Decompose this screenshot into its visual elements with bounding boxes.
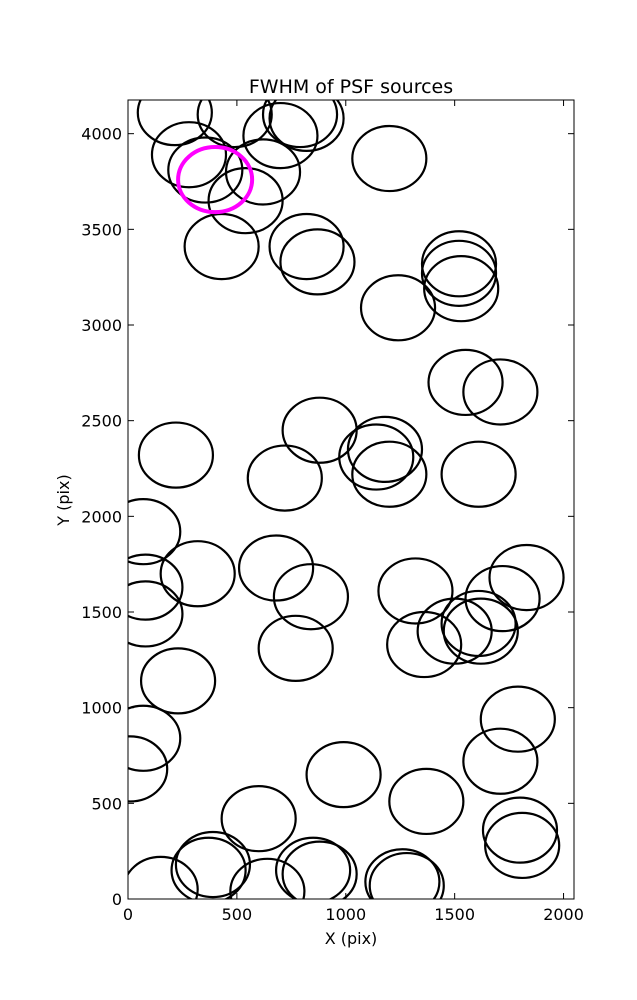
y-tick-label: 2000 bbox=[81, 507, 122, 526]
source-marker bbox=[281, 840, 358, 899]
chart-title: FWHM of PSF sources bbox=[249, 76, 453, 98]
source-marker bbox=[136, 100, 213, 147]
y-tick-label: 500 bbox=[91, 794, 122, 813]
source-marker bbox=[275, 836, 352, 899]
source-marker bbox=[268, 212, 345, 281]
source-marker bbox=[183, 212, 260, 281]
source-marker bbox=[305, 740, 382, 809]
source-marker bbox=[246, 444, 323, 512]
source-marker bbox=[139, 647, 217, 715]
source-marker bbox=[150, 121, 228, 189]
source-marker bbox=[464, 564, 541, 633]
source-marker bbox=[207, 167, 284, 235]
source-marker bbox=[272, 563, 350, 631]
source-marker bbox=[261, 100, 339, 149]
source-marker bbox=[170, 836, 247, 899]
x-tick-label: 2000 bbox=[543, 905, 584, 924]
y-tick-label: 0 bbox=[112, 890, 122, 909]
source-marker bbox=[196, 100, 273, 149]
source-marker bbox=[442, 597, 519, 665]
source-marker bbox=[229, 857, 306, 899]
source-marker bbox=[440, 440, 517, 508]
source-marker bbox=[167, 136, 244, 204]
source-marker bbox=[479, 685, 556, 753]
source-marker bbox=[338, 423, 415, 491]
source-marker bbox=[346, 415, 424, 483]
source-marker bbox=[351, 440, 428, 508]
y-tick-label: 1500 bbox=[81, 603, 122, 622]
source-marker bbox=[174, 830, 252, 899]
source-marker bbox=[359, 274, 437, 342]
highlighted-source-marker bbox=[176, 145, 255, 215]
marker-layer bbox=[128, 100, 565, 899]
source-marker bbox=[427, 348, 504, 417]
source-marker bbox=[364, 848, 441, 899]
source-marker bbox=[368, 851, 445, 899]
source-marker bbox=[420, 230, 498, 298]
tick-layer: 0 500 1000 1500 2000 0 500 1000 1500 2000 2500 3000… bbox=[81, 100, 584, 924]
x-tick-label: 1000 bbox=[325, 905, 366, 924]
y-tick-label: 3500 bbox=[81, 220, 122, 239]
x-tick-label: 1500 bbox=[434, 905, 475, 924]
source-marker bbox=[481, 796, 559, 864]
source-marker bbox=[220, 785, 297, 853]
source-marker bbox=[257, 614, 334, 682]
x-tick-label: 0 bbox=[123, 905, 133, 924]
source-marker bbox=[159, 540, 236, 608]
x-axis-label: X (pix) bbox=[325, 929, 378, 948]
source-marker bbox=[351, 124, 428, 193]
y-tick-label: 1000 bbox=[81, 699, 122, 718]
source-marker bbox=[268, 100, 345, 152]
y-axis-label: Y (pix) bbox=[54, 474, 73, 526]
source-marker bbox=[281, 396, 358, 464]
source-marker bbox=[128, 855, 199, 899]
source-marker bbox=[484, 811, 561, 880]
source-marker bbox=[128, 735, 169, 803]
source-marker bbox=[128, 704, 182, 772]
source-marker bbox=[488, 543, 565, 612]
source-marker bbox=[462, 727, 539, 795]
source-marker bbox=[128, 553, 184, 621]
source-marker bbox=[128, 580, 184, 648]
y-tick-label: 2500 bbox=[81, 412, 122, 431]
source-marker bbox=[137, 421, 215, 489]
source-marker bbox=[388, 767, 465, 836]
y-tick-label: 4000 bbox=[81, 125, 122, 144]
source-marker bbox=[423, 255, 500, 323]
source-marker bbox=[377, 557, 454, 625]
source-marker bbox=[386, 610, 463, 679]
source-marker bbox=[128, 498, 182, 566]
plot-frame bbox=[127, 99, 575, 900]
source-marker bbox=[420, 239, 498, 307]
source-marker bbox=[242, 101, 319, 170]
source-marker bbox=[279, 228, 356, 296]
source-marker bbox=[237, 534, 315, 602]
y-tick-label: 3000 bbox=[81, 316, 122, 335]
source-marker bbox=[462, 358, 539, 426]
x-tick-label: 500 bbox=[222, 905, 253, 924]
